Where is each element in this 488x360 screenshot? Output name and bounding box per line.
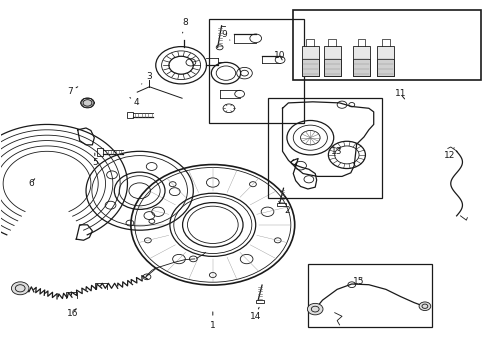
- Bar: [301, 59, 318, 76]
- Text: 11: 11: [394, 89, 406, 99]
- Bar: [352, 59, 369, 76]
- Circle shape: [11, 282, 29, 295]
- Text: 16: 16: [67, 309, 79, 318]
- Text: 13: 13: [331, 147, 342, 156]
- Bar: [293, 10, 480, 80]
- Bar: [352, 45, 369, 76]
- Text: 9: 9: [221, 30, 229, 40]
- Bar: [323, 45, 340, 76]
- Circle shape: [418, 302, 430, 311]
- Text: 12: 12: [443, 148, 454, 160]
- Bar: [209, 19, 304, 123]
- Circle shape: [81, 98, 94, 108]
- Bar: [301, 45, 318, 76]
- Bar: [323, 59, 340, 76]
- Text: 10: 10: [273, 51, 285, 60]
- Text: 4: 4: [130, 98, 139, 107]
- Text: 15: 15: [353, 276, 364, 285]
- Bar: [267, 98, 382, 198]
- Text: 14: 14: [249, 307, 261, 321]
- Bar: [377, 45, 394, 76]
- Text: 5: 5: [92, 153, 98, 167]
- Bar: [127, 112, 133, 118]
- Bar: [377, 59, 394, 76]
- Bar: [97, 148, 103, 156]
- Text: 6: 6: [28, 179, 35, 188]
- Bar: [277, 203, 285, 206]
- Bar: [255, 300, 264, 303]
- Text: 7: 7: [67, 86, 78, 95]
- Text: 8: 8: [182, 18, 187, 33]
- Bar: [307, 264, 431, 327]
- Circle shape: [307, 303, 323, 315]
- Text: 3: 3: [142, 72, 152, 84]
- Text: 2: 2: [278, 202, 290, 215]
- Text: 1: 1: [209, 312, 215, 330]
